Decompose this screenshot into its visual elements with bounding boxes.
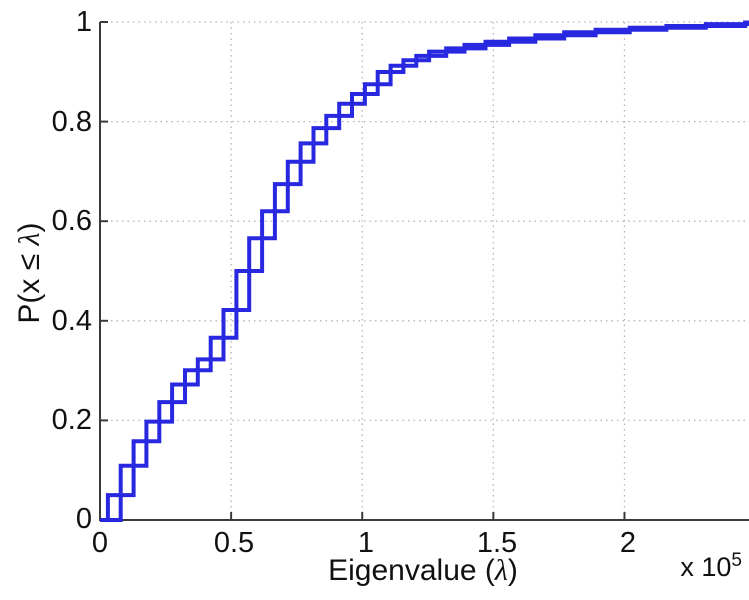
y-axis-label: P(x ≤ λ) [13,222,46,324]
y-tick-label: 0.6 [51,205,92,237]
ecdf-stairs-1 [100,20,749,522]
y-tick-label: 1 [75,6,92,38]
ecdf-stairs-2 [100,22,749,522]
grid-lines [100,21,749,520]
x-tick-label: 1 [357,527,375,559]
x-tick-label: 2 [619,527,637,559]
x-tick-label: 0 [91,527,109,559]
x-tick-label: 1.5 [476,527,518,559]
y-tick-label: 0.8 [51,106,92,138]
y-tick-label: 0.4 [51,305,92,337]
x-axis-multiplier: x 105 [630,550,742,583]
axes [99,21,749,521]
multiplier-base: x 10 [680,552,732,582]
x-axis-label: Eigenvalue (λ) [328,554,518,587]
multiplier-exponent: 5 [731,550,742,571]
y-tick-label: 0 [75,503,92,535]
ecdf-curve [100,20,749,522]
y-tick-label: 0.2 [51,404,92,436]
x-tick-label: 0.5 [213,527,255,559]
